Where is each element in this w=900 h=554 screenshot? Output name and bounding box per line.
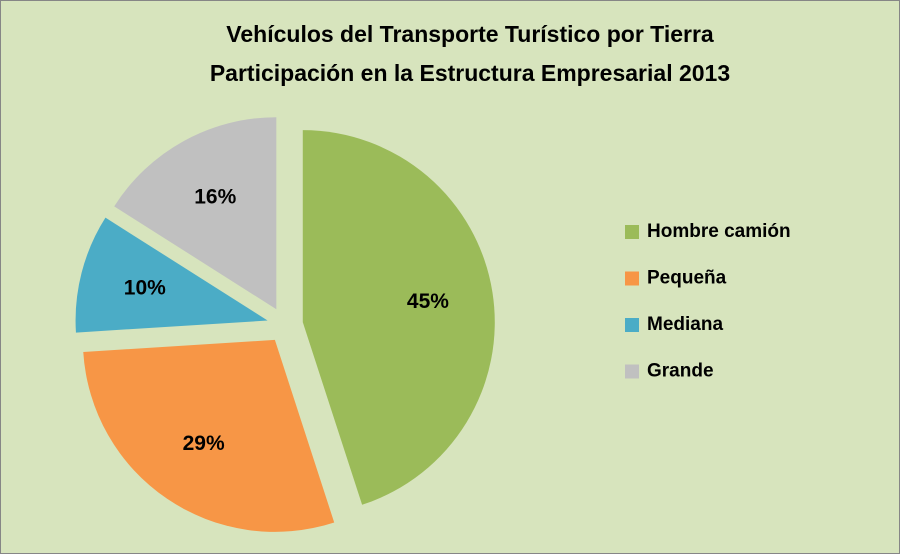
legend-swatch xyxy=(625,364,639,379)
data-label: 10% xyxy=(124,277,166,300)
legend-swatch xyxy=(625,225,639,239)
legend-label: Hombre camión xyxy=(647,221,791,242)
chart-title: Vehículos del Transporte Turístico por T… xyxy=(226,21,714,47)
chart-subtitle: Participación en la Estructura Empresari… xyxy=(210,60,730,86)
pie-slice xyxy=(75,217,268,333)
legend-swatch xyxy=(625,318,639,332)
pie-slice xyxy=(302,130,495,505)
data-label: 29% xyxy=(183,432,225,455)
legend-swatch xyxy=(625,271,639,286)
legend-label: Pequeña xyxy=(647,268,727,289)
pie-slice xyxy=(114,117,277,310)
data-label: 45% xyxy=(407,290,449,313)
data-label: 16% xyxy=(194,186,236,209)
pie-slice xyxy=(83,339,335,532)
legend-label: Mediana xyxy=(647,314,723,335)
legend-label: Grande xyxy=(647,361,714,382)
